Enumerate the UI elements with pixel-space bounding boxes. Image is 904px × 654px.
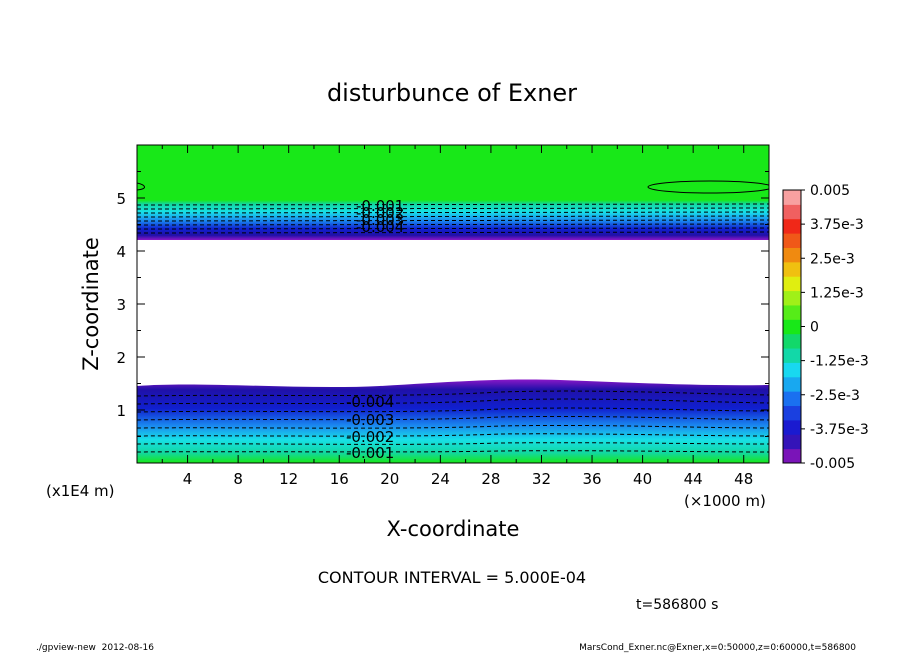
colorbar-segment xyxy=(783,304,801,320)
contour-interval-text: CONTOUR INTERVAL = 5.000E-04 xyxy=(318,568,586,587)
footer-right: MarsCond_Exner.nc@Exner,x=0:50000,z=0:60… xyxy=(579,643,856,653)
upper-contour-label: -0.003 xyxy=(356,211,404,229)
colorbar-segment xyxy=(783,348,801,363)
lower-contour-label: -0.002 xyxy=(346,428,394,446)
footer-left: ./gpview-new 2012-08-16 xyxy=(36,643,154,653)
x-axis-label: X-coordinate xyxy=(387,517,520,541)
colorbar-segment xyxy=(783,190,801,205)
chart-title: disturbunce of Exner xyxy=(327,79,577,107)
x-tick-label: 28 xyxy=(481,470,500,488)
x-tick-label: 20 xyxy=(380,470,399,488)
colorbar-label: 1.25e-3 xyxy=(810,285,864,301)
colorbar-segment xyxy=(783,261,801,277)
contour-field xyxy=(137,145,769,463)
colorbar-segment xyxy=(783,448,801,464)
x-tick-label: 40 xyxy=(633,470,652,488)
y-tick-label: 1 xyxy=(116,402,126,420)
colorbar-label: -1.25e-3 xyxy=(810,354,869,370)
colorbar-segment xyxy=(783,319,801,335)
colorbar-segment xyxy=(783,405,801,421)
colorbar-label: 3.75e-3 xyxy=(810,217,864,233)
positive-contour-right xyxy=(647,180,769,194)
upper-contour-label: -0.001 xyxy=(356,197,404,215)
colorbar-label: 0 xyxy=(810,320,819,336)
colorbar-segment xyxy=(783,276,801,292)
colorbar-segment xyxy=(783,391,801,407)
x-unit-label: (×1000 m) xyxy=(684,492,766,510)
axis-ticks xyxy=(137,145,769,463)
upper-contour-label: -0.004 xyxy=(356,218,404,236)
x-tick-label: 48 xyxy=(734,470,753,488)
upper-contour-label-group: -0.001 -0.002 -0.003 -0.004 xyxy=(356,197,404,236)
colorbar-segment xyxy=(783,204,801,220)
colorbar-segment xyxy=(783,247,801,263)
y-tick-label: 4 xyxy=(116,243,126,261)
colorbar xyxy=(782,189,802,464)
lower-contour-label: -0.001 xyxy=(346,444,394,462)
colorbar-label: -3.75e-3 xyxy=(810,422,869,438)
lower-contour-label-group: -0.004 -0.003 -0.002 -0.001 xyxy=(346,393,394,462)
lower-contour-label: -0.003 xyxy=(346,411,394,429)
y-tick-labels: 1 2 3 4 5 xyxy=(116,190,126,420)
y-unit-label: (x1E4 m) xyxy=(46,482,115,500)
colorbar-segment xyxy=(783,376,801,392)
x-tick-label: 32 xyxy=(532,470,551,488)
colorbar-label: 0.005 xyxy=(810,183,850,199)
x-tick-label: 24 xyxy=(431,470,450,488)
y-axis-label: Z-coordinate xyxy=(79,237,103,371)
y-tick-label: 2 xyxy=(116,349,126,367)
lower-gradient-band xyxy=(137,379,769,463)
positive-contour-left xyxy=(137,182,145,191)
colorbar-segment xyxy=(783,333,801,349)
x-tick-label: 8 xyxy=(233,470,243,488)
time-label: t=586800 s xyxy=(636,597,718,613)
x-tick-label: 12 xyxy=(279,470,298,488)
colorbar-label: -2.5e-3 xyxy=(810,388,860,404)
upper-contour-lines xyxy=(137,203,769,234)
colorbar-segment xyxy=(783,362,801,378)
empty-region xyxy=(137,240,769,385)
colorbar-label: 2.5e-3 xyxy=(810,251,855,267)
x-tick-label: 4 xyxy=(183,470,193,488)
y-tick-label: 3 xyxy=(116,296,126,314)
x-tick-label: 44 xyxy=(684,470,703,488)
colorbar-label: -0.005 xyxy=(810,456,855,472)
x-tick-labels: 4 8 12 16 20 24 28 32 36 40 44 48 xyxy=(183,470,753,488)
x-tick-label: 16 xyxy=(330,470,349,488)
y-tick-label: 5 xyxy=(116,190,126,208)
colorbar-segment xyxy=(783,290,801,306)
colorbar-labels: 0.005 3.75e-3 2.5e-3 1.25e-3 0 -1.25e-3 -2.5e-… xyxy=(801,183,869,472)
upper-contour-label: -0.002 xyxy=(356,204,404,222)
upper-gradient-band xyxy=(137,200,769,240)
lower-contour-label: -0.004 xyxy=(346,393,394,411)
x-tick-label: 36 xyxy=(582,470,601,488)
colorbar-segment xyxy=(783,218,801,234)
colorbar-segment xyxy=(783,419,801,435)
colorbar-segment xyxy=(783,434,801,450)
colorbar-segment xyxy=(783,233,801,248)
